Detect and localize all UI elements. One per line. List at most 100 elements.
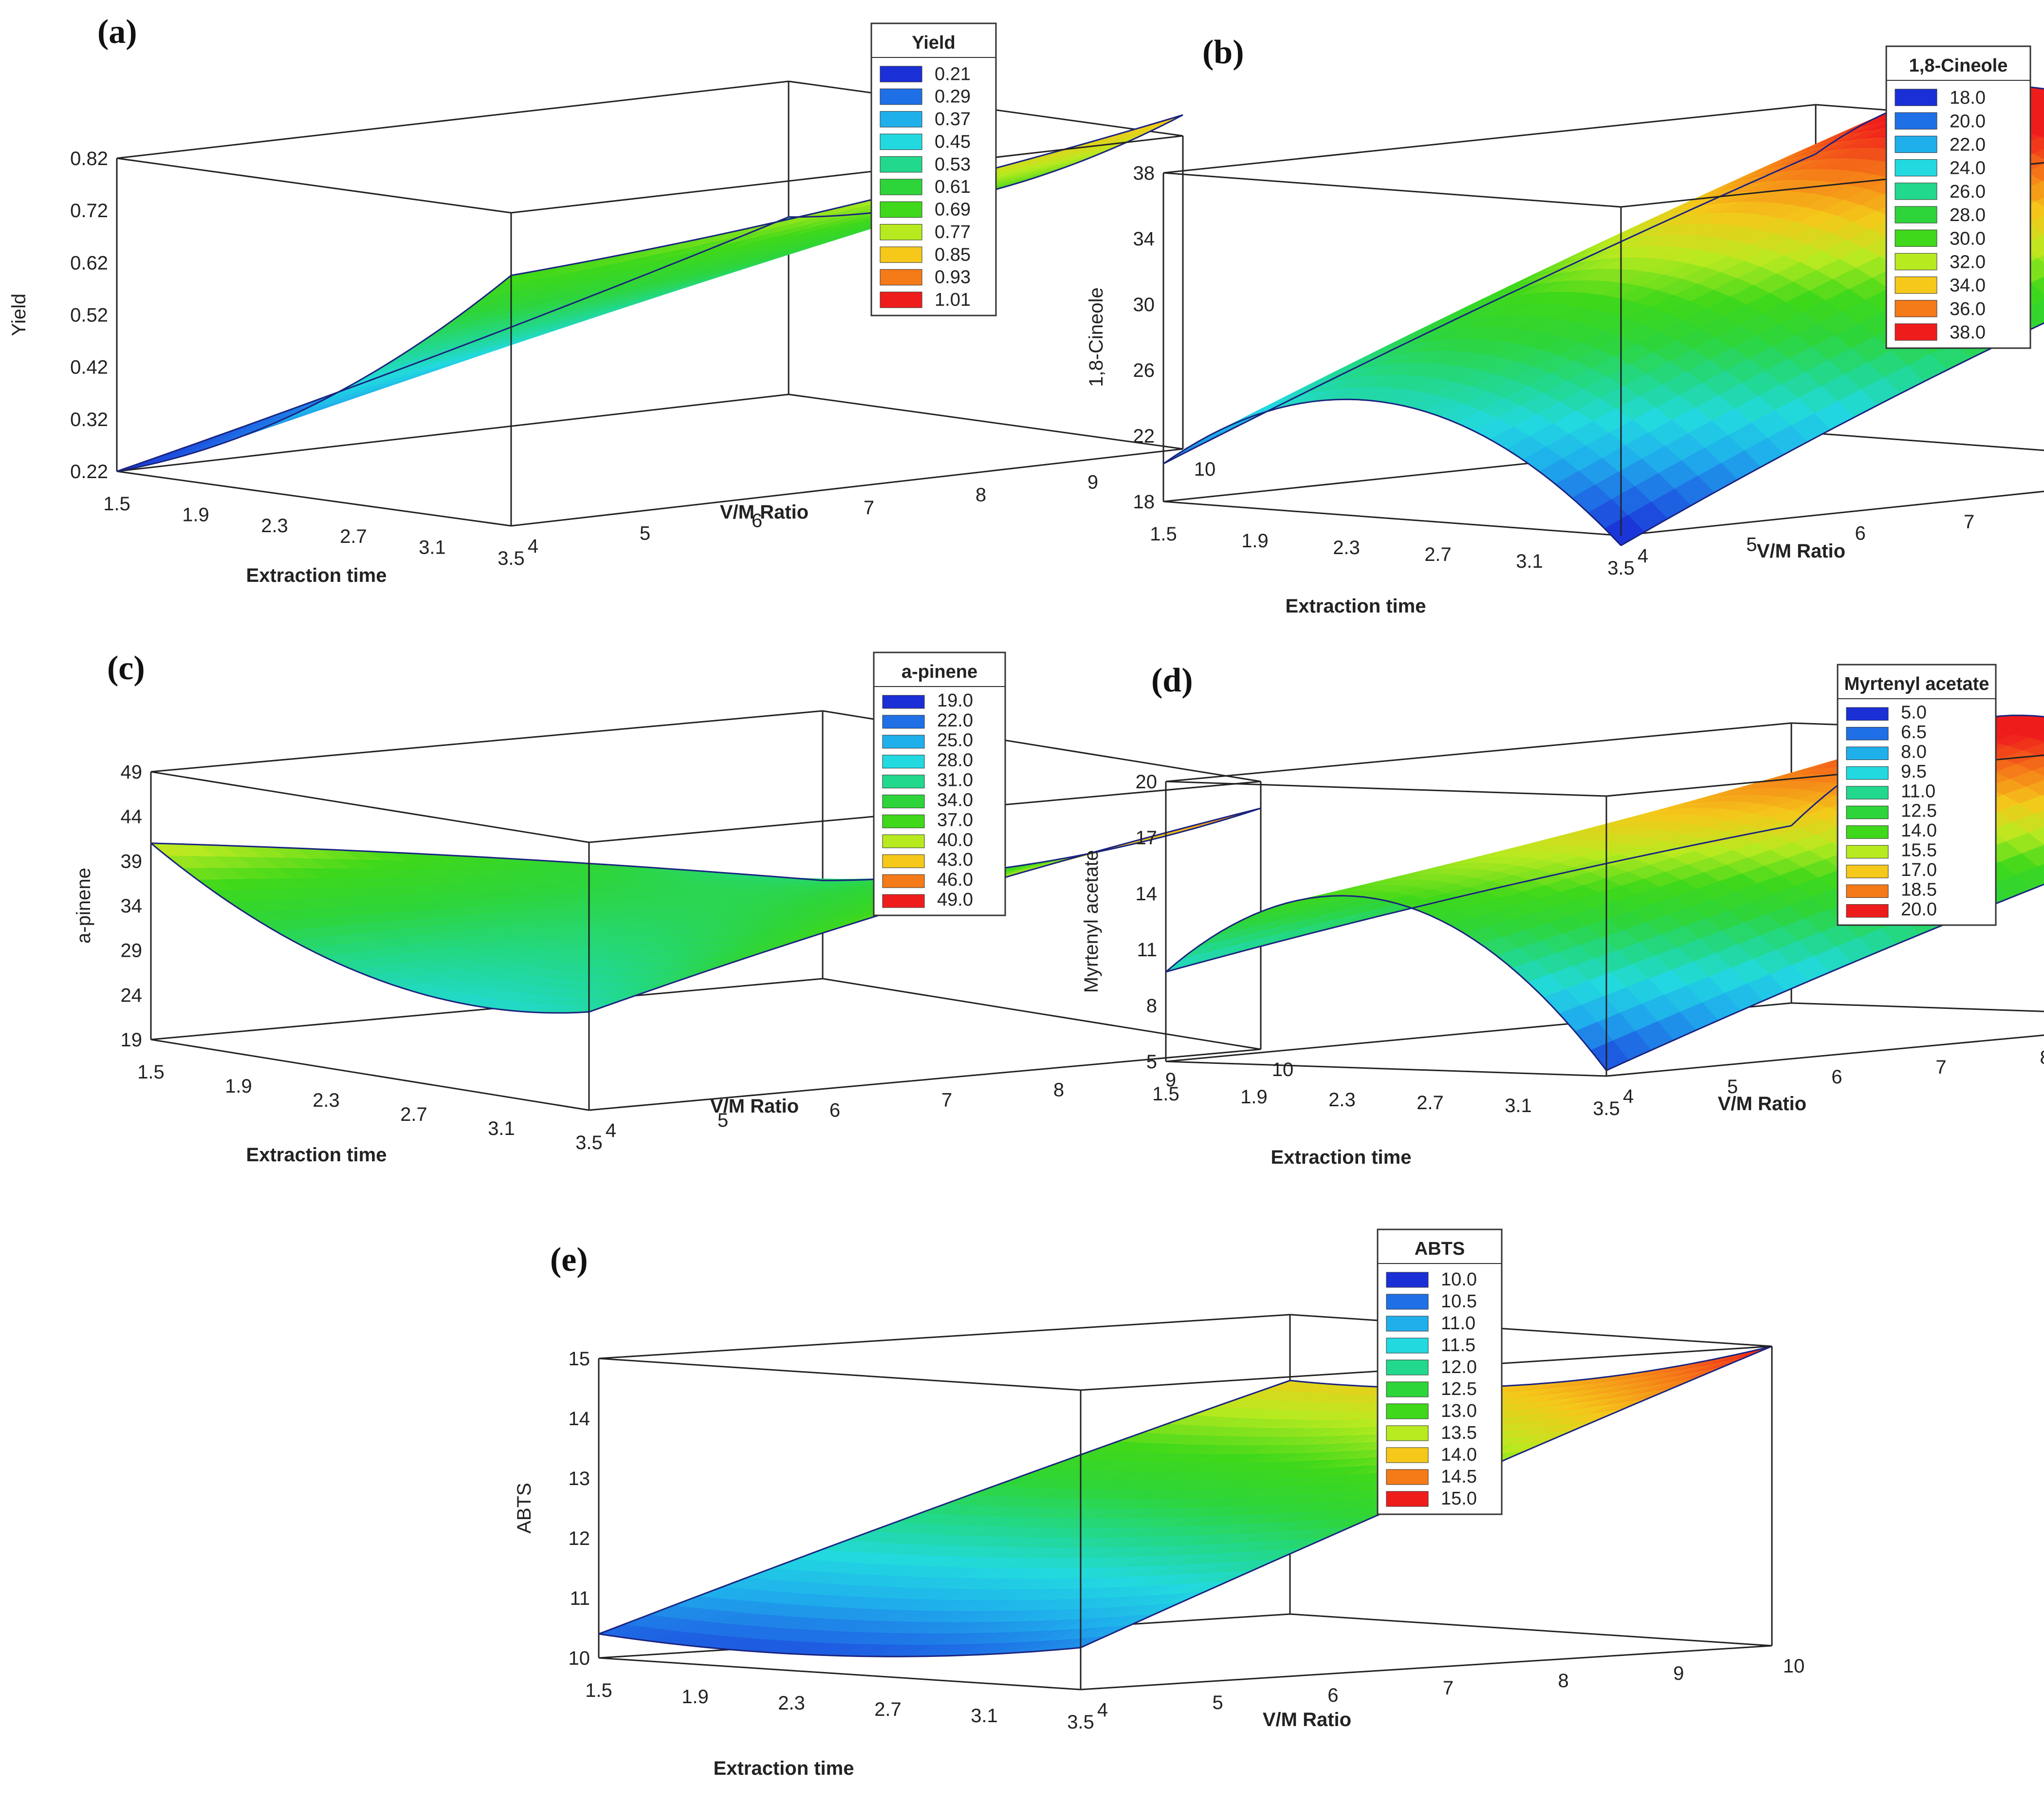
z-tick-label: 8 [1146,995,1157,1017]
legend-swatch [1386,1381,1429,1397]
x-tick-label: 1.9 [225,1076,252,1097]
legend-swatch [880,88,922,105]
legend-label: 0.45 [935,131,971,152]
z-tick-label: 24 [121,985,143,1006]
legend-swatch [880,292,922,308]
x-tick-label: 1.9 [1241,530,1269,552]
x-tick-label: 3.1 [488,1118,515,1139]
z-tick-label: 26 [1133,360,1155,381]
box-edge-front-top [1165,781,1607,797]
surface-patch [2035,197,2044,208]
legend-label: 18.5 [1901,880,1937,900]
legend-label: 9.5 [1901,762,1927,782]
legend-swatch [1895,206,1937,223]
legend-label: 37.0 [937,810,973,830]
legend-label: 0.21 [935,64,971,84]
legend-label: 22.0 [1950,135,1986,155]
legend-swatch [1895,276,1937,294]
legend-label: 5.0 [1901,702,1927,723]
legend-swatch [1846,805,1889,819]
z-tick-label: 0.22 [70,461,108,483]
legend-label: 13.5 [1441,1423,1477,1443]
panel-label: (c) [107,650,145,687]
legend-label: 12.0 [1441,1357,1477,1377]
legend-title: 1,8-Cineole [1909,56,2008,76]
legend: ABTS 10.010.511.011.512.012.513.013.514.0… [1377,1228,1503,1515]
z-tick-label: 12 [569,1528,590,1549]
y-tick-label: 4 [606,1120,616,1141]
legend-swatch [1846,884,1889,898]
y-tick-label: 7 [864,497,874,519]
panel-b: 1.51.92.32.73.13.545678910182226303438Ex… [1086,34,2044,617]
legend-swatch [1386,1316,1429,1332]
legend-swatch [1846,825,1889,839]
x-tick-label: 1.5 [1152,1083,1179,1105]
x-tick-label: 3.1 [1516,551,1543,572]
y-axis-title: V/M Ratio [720,502,809,523]
legend-swatch [1386,1359,1429,1375]
x-tick-label: 3.5 [497,548,525,569]
legend-label: 36.0 [1950,299,1986,319]
x-tick-label: 3.5 [1593,1098,1620,1119]
legend-label: 17.0 [1901,860,1937,880]
legend-swatch [1386,1491,1429,1507]
legend-label: 1.01 [935,290,971,310]
x-tick-label: 2.7 [874,1699,902,1720]
legend-swatch [882,695,925,709]
surface-outline-front [116,275,512,472]
surface-outline-right [511,114,1183,277]
legend-label: 13.0 [1441,1401,1477,1421]
z-tick-label: 34 [121,895,143,917]
box-edge-front-bottom [116,470,512,527]
z-tick-label: 15 [569,1348,590,1370]
legend-label: 20.0 [1901,899,1937,920]
z-axis-title: 1,8-Cineole [1086,287,1107,387]
z-tick-label: 11 [1137,939,1157,961]
y-tick-label: 10 [1783,1655,1805,1677]
z-tick-label: 22 [1133,426,1155,447]
legend-swatch [1386,1425,1429,1441]
z-tick-label: 0.42 [70,357,108,378]
panel-label: (d) [1151,662,1193,699]
box-edge-front-top [150,771,589,843]
legend-label: 11.5 [1441,1335,1475,1356]
y-tick-label: 4 [1638,545,1648,567]
surface-patch [2037,255,2044,264]
panel-c: 1.51.92.32.73.13.54 5 6 7 8 9 1019242934394449… [73,650,1293,1166]
panel-label: (a) [97,13,137,51]
legend-swatch [882,894,925,908]
legend-label: 24.0 [1950,158,1986,179]
legend-swatch [880,246,922,263]
box-edge-front-bottom [1163,501,1621,537]
z-axis-title: Myrtenyl acetate [1081,850,1102,993]
legend-title: a-pinene [902,662,977,682]
legend-label: 11.0 [1441,1313,1475,1334]
legend-label: 14.5 [1441,1467,1477,1487]
z-axis-title: a-pinene [73,868,94,944]
x-tick-label: 3.5 [1607,558,1635,579]
box-edge-back-bottom [822,978,1261,1050]
panel-e: 1.5 1.9 2.3 2.7 3.1 3.54 5 6 7 8 9 10 10 11 12 13 14 15 Ex… [514,1228,1805,1779]
y-tick-label: 6 [1831,1066,1842,1088]
z-tick-label: 0.62 [70,252,108,274]
z-tick-label: 34 [1133,228,1155,250]
legend-title: ABTS [1415,1239,1465,1259]
x-tick-label: 2.3 [261,515,288,537]
box-edge-right-bottom [1620,490,2044,537]
y-tick-label: 6 [1327,1685,1338,1706]
surface [116,114,1183,472]
box-edge-left-bottom [116,393,789,472]
y-tick-label: 6 [829,1099,840,1121]
legend-label: 0.93 [935,267,971,288]
z-tick-label: 44 [121,806,143,828]
x-tick-label: 1.9 [681,1686,709,1708]
x-tick-label: 3.1 [971,1705,998,1727]
legend-swatch [882,775,925,789]
box-edge-back-bottom [788,393,1183,450]
box-edge-front-bottom [598,1657,1081,1691]
legend-label: 14.0 [1901,820,1937,841]
box-edge-back-top [1289,1314,1772,1347]
legend-label: 49.0 [937,890,973,910]
y-tick-label: 4 [1623,1086,1634,1107]
y-tick-label: 9 [1673,1663,1684,1684]
